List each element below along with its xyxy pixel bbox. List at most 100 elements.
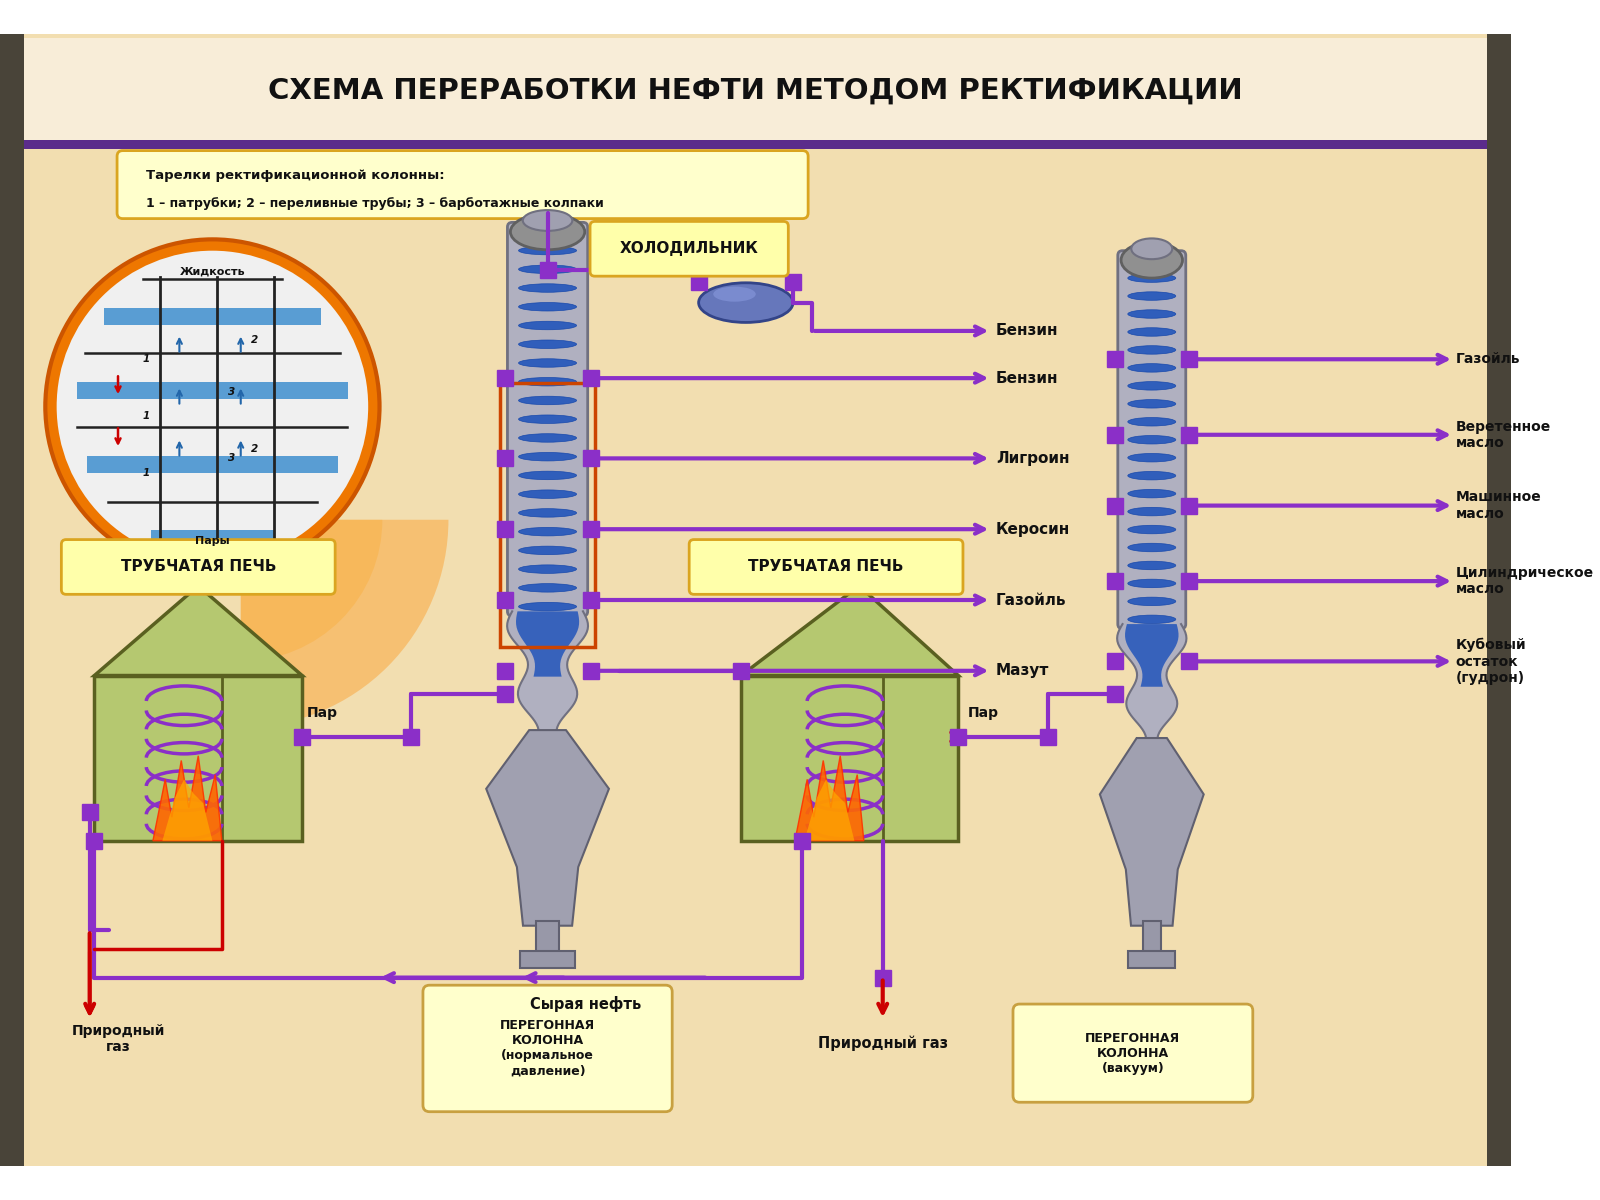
Bar — [691, 274, 707, 290]
Polygon shape — [805, 779, 854, 841]
Ellipse shape — [1128, 400, 1176, 408]
Ellipse shape — [1128, 616, 1176, 624]
Ellipse shape — [1128, 346, 1176, 354]
Text: 2: 2 — [251, 444, 259, 454]
Ellipse shape — [1128, 292, 1176, 300]
Bar — [403, 728, 419, 745]
Text: ТРУБЧАТАЯ ПЕЧЬ: ТРУБЧАТАЯ ПЕЧЬ — [749, 559, 904, 575]
Ellipse shape — [518, 546, 576, 554]
FancyBboxPatch shape — [590, 222, 789, 276]
Ellipse shape — [1128, 490, 1176, 498]
Bar — [786, 274, 802, 290]
Bar — [24, 38, 1486, 142]
Bar — [1128, 952, 1174, 968]
Bar — [150, 530, 274, 547]
Ellipse shape — [714, 287, 755, 301]
Text: Пар: Пар — [307, 707, 338, 720]
Bar — [582, 662, 598, 679]
FancyBboxPatch shape — [690, 540, 963, 594]
Ellipse shape — [1122, 242, 1182, 278]
Bar — [1107, 352, 1123, 367]
Ellipse shape — [1128, 418, 1176, 426]
Text: Газойль: Газойль — [997, 593, 1067, 607]
Text: Газойль: Газойль — [1456, 353, 1520, 366]
Text: 1: 1 — [142, 468, 150, 478]
Ellipse shape — [1128, 328, 1176, 336]
Bar — [1486, 34, 1510, 1166]
Bar — [741, 676, 958, 841]
Bar — [1107, 686, 1123, 702]
Text: Цилиндрическое
масло: Цилиндрическое масло — [1456, 566, 1594, 596]
Bar — [795, 833, 811, 848]
Bar — [94, 676, 302, 841]
FancyBboxPatch shape — [507, 222, 587, 616]
Ellipse shape — [523, 210, 573, 230]
Ellipse shape — [1128, 454, 1176, 462]
Text: 1 – патрубки; 2 – переливные трубы; 3 – барботажные колпаки: 1 – патрубки; 2 – переливные трубы; 3 – … — [146, 197, 605, 210]
Bar — [582, 592, 598, 608]
Ellipse shape — [1128, 310, 1176, 318]
Text: ХОЛОДИЛЬНИК: ХОЛОДИЛЬНИК — [619, 241, 758, 257]
Polygon shape — [162, 779, 213, 841]
Ellipse shape — [518, 359, 576, 367]
Bar — [1181, 653, 1197, 670]
Ellipse shape — [518, 265, 576, 274]
Text: 1: 1 — [142, 354, 150, 365]
Bar — [1181, 427, 1197, 443]
Text: Керосин: Керосин — [997, 522, 1070, 536]
Ellipse shape — [518, 302, 576, 311]
Bar — [733, 662, 749, 679]
Bar — [1107, 427, 1123, 443]
Text: 2: 2 — [251, 335, 259, 346]
Text: Жидкость: Жидкость — [179, 266, 245, 276]
Polygon shape — [486, 730, 610, 925]
Bar — [496, 662, 512, 679]
Ellipse shape — [1128, 526, 1176, 534]
Text: Тарелки ректификационной колонны:: Тарелки ректификационной колонны: — [146, 169, 445, 181]
Ellipse shape — [1128, 562, 1176, 570]
Bar — [86, 833, 102, 848]
Bar — [950, 728, 966, 745]
Bar — [1181, 352, 1197, 367]
Ellipse shape — [1128, 364, 1176, 372]
Bar — [875, 970, 891, 985]
Bar — [496, 521, 512, 538]
Text: ПЕРЕГОННАЯ
КОЛОННА
(вакуум): ПЕРЕГОННАЯ КОЛОННА (вакуум) — [1085, 1032, 1181, 1075]
FancyBboxPatch shape — [117, 151, 808, 218]
Polygon shape — [1099, 738, 1203, 925]
Wedge shape — [240, 520, 448, 727]
Ellipse shape — [518, 583, 576, 592]
Ellipse shape — [518, 415, 576, 424]
Ellipse shape — [1128, 274, 1176, 282]
Ellipse shape — [699, 283, 794, 323]
FancyBboxPatch shape — [61, 540, 334, 594]
Bar — [582, 370, 598, 386]
Text: Пары: Пары — [195, 536, 230, 546]
Ellipse shape — [1128, 580, 1176, 588]
Text: СХЕМА ПЕРЕРАБОТКИ НЕФТИ МЕТОДОМ РЕКТИФИКАЦИИ: СХЕМА ПЕРЕРАБОТКИ НЕФТИ МЕТОДОМ РЕКТИФИК… — [267, 76, 1243, 104]
Text: Мазут: Мазут — [997, 664, 1050, 678]
Bar — [496, 686, 512, 702]
Bar — [294, 728, 310, 745]
Bar — [582, 521, 598, 538]
Bar — [1040, 728, 1056, 745]
Circle shape — [56, 251, 368, 563]
Ellipse shape — [1128, 508, 1176, 516]
Text: Кубовый
остаток
(гудрон): Кубовый остаток (гудрон) — [1456, 638, 1526, 685]
Text: 3: 3 — [227, 388, 235, 397]
Bar — [496, 592, 512, 608]
Ellipse shape — [518, 396, 576, 404]
Ellipse shape — [1128, 598, 1176, 606]
Ellipse shape — [510, 214, 584, 250]
Ellipse shape — [518, 378, 576, 386]
Bar — [496, 450, 512, 467]
Text: Пар: Пар — [968, 707, 998, 720]
FancyBboxPatch shape — [1118, 251, 1186, 629]
Bar — [1107, 498, 1123, 514]
Ellipse shape — [518, 602, 576, 611]
Polygon shape — [94, 586, 302, 676]
Text: ТРУБЧАТАЯ ПЕЧЬ: ТРУБЧАТАЯ ПЕЧЬ — [120, 559, 277, 575]
Text: Машинное
масло: Машинное масло — [1456, 491, 1541, 521]
FancyBboxPatch shape — [1013, 1004, 1253, 1103]
Ellipse shape — [518, 246, 576, 254]
